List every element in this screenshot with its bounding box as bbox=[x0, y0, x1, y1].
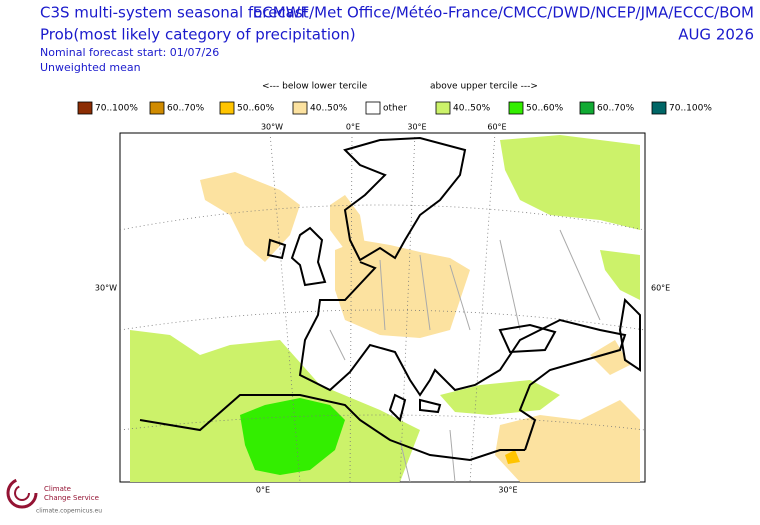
legend-swatch bbox=[508, 101, 524, 115]
note: Nominal forecast start: 01/07/26 bbox=[40, 46, 219, 59]
region bbox=[500, 135, 640, 230]
graticule-label: 30°E bbox=[407, 123, 426, 132]
map: 30°W 0°E 30°E 60°E 30°W 60°E 0°E 30°E bbox=[95, 123, 670, 495]
graticule-label: 30°W bbox=[95, 284, 117, 293]
legend: 70..100% 60..70% 50..60% 40..50% other 40..50… bbox=[77, 101, 712, 115]
region bbox=[505, 450, 520, 464]
legend-swatch bbox=[219, 101, 235, 115]
legend-label: 40..50% bbox=[453, 104, 491, 114]
period: AUG 2026 bbox=[678, 26, 754, 44]
region bbox=[600, 250, 640, 300]
graticule-label: 0°E bbox=[256, 486, 270, 495]
legend-below: <--- below lower tercile bbox=[262, 82, 368, 92]
legend-above: above upper tercile ---> bbox=[430, 82, 538, 92]
graticule-label: 30°E bbox=[498, 486, 517, 495]
legend-swatch bbox=[292, 101, 308, 115]
title: C3S multi-system seasonal forecast bbox=[40, 4, 309, 22]
graticule-label: 60°E bbox=[487, 123, 506, 132]
logo-mark bbox=[6, 477, 38, 509]
region bbox=[240, 398, 345, 475]
legend-swatch bbox=[579, 101, 595, 115]
graticule-labels: 30°W 0°E 30°E 60°E 30°W 60°E 0°E 30°E bbox=[95, 123, 670, 495]
logo-text: Change Service bbox=[44, 494, 99, 502]
legend-label: 40..50% bbox=[310, 104, 348, 114]
region bbox=[440, 380, 560, 415]
legend-swatch bbox=[435, 101, 451, 115]
graticule-label: 30°W bbox=[261, 123, 283, 132]
legend-swatch bbox=[365, 101, 381, 115]
legend-swatch bbox=[651, 101, 667, 115]
sources: ECMWF/Met Office/Météo-France/CMCC/DWD/N… bbox=[253, 4, 754, 22]
note: Unweighted mean bbox=[40, 61, 141, 74]
legend-label: 70..100% bbox=[95, 104, 138, 114]
logo-text: Climate bbox=[44, 485, 71, 493]
legend-swatch bbox=[149, 101, 165, 115]
graticule-label: 60°E bbox=[651, 284, 670, 293]
legend-label: 60..70% bbox=[597, 104, 635, 114]
legend-label: other bbox=[383, 104, 407, 114]
region bbox=[495, 400, 640, 482]
legend-label: 70..100% bbox=[669, 104, 712, 114]
graticule-label: 0°E bbox=[346, 123, 360, 132]
logo-mark bbox=[14, 485, 30, 501]
legend-label: 60..70% bbox=[167, 104, 205, 114]
logo: Climate Change Service climate.copernicu… bbox=[6, 477, 102, 515]
subtitle: Prob(most likely category of precipitati… bbox=[40, 26, 356, 44]
region bbox=[200, 172, 300, 262]
legend-label: 50..60% bbox=[526, 104, 564, 114]
legend-label: 50..60% bbox=[237, 104, 275, 114]
legend-swatch bbox=[77, 101, 93, 115]
logo-url: climate.copernicus.eu bbox=[36, 508, 102, 515]
